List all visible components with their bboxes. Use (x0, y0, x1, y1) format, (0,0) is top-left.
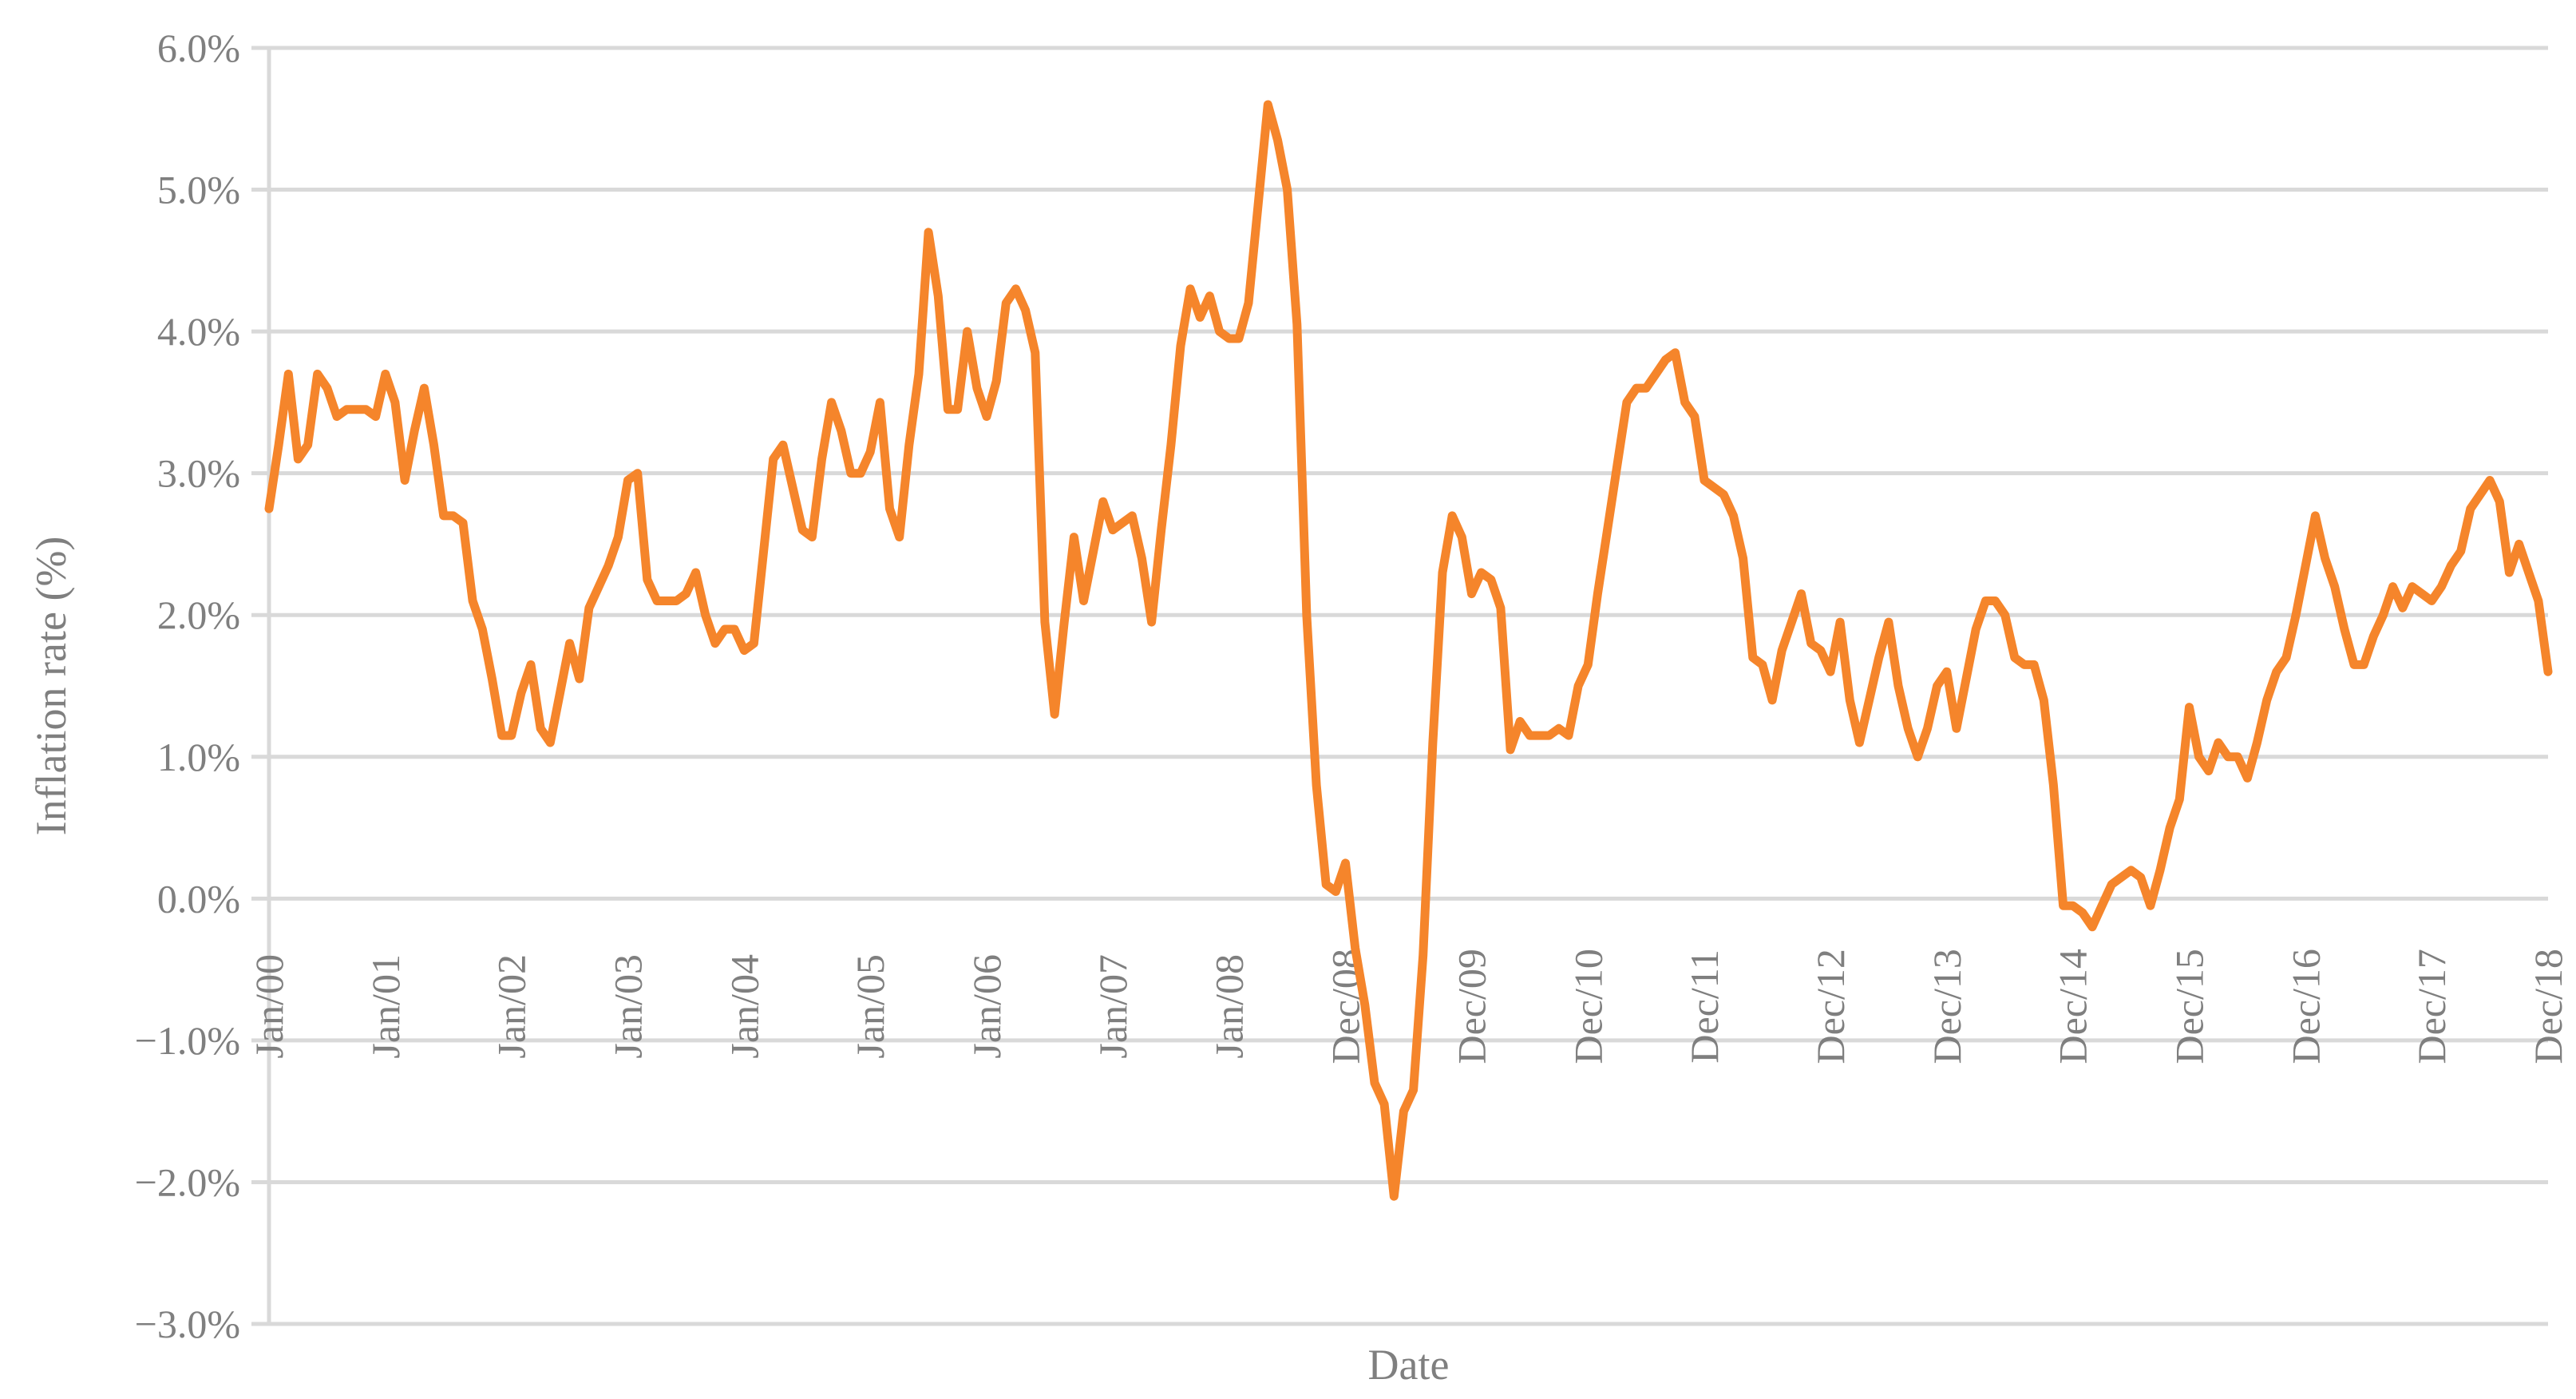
x-tick-label: Jan/00 (247, 954, 291, 1059)
x-axis-tick-labels: Jan/00 Jan/01 Jan/02 Jan/03 Jan/04 Jan/05 Jan/… (247, 949, 2570, 1064)
x-tick-label: Dec/16 (2283, 949, 2328, 1064)
x-tick-label: Dec/17 (2409, 949, 2454, 1064)
x-tick-label: Dec/09 (1449, 949, 1494, 1064)
x-tick-label: Dec/13 (1925, 949, 1969, 1064)
y-tick-label: 6.0% (157, 26, 240, 70)
axes (251, 46, 271, 1326)
x-tick-label: Jan/03 (606, 954, 651, 1059)
x-tick-label: Jan/07 (1090, 954, 1135, 1059)
x-tick-label: Jan/06 (964, 954, 1009, 1059)
x-tick-label: Dec/12 (1808, 949, 1853, 1064)
x-tick-label: Dec/15 (2166, 949, 2211, 1064)
y-tick-label: 3.0% (157, 451, 240, 496)
x-tick-label: Jan/04 (722, 954, 766, 1059)
y-tick-label: −1.0% (135, 1018, 240, 1063)
x-tick-label: Jan/02 (489, 954, 534, 1059)
x-tick-label: Dec/18 (2526, 949, 2570, 1064)
y-axis-tick-labels: −3.0% −2.0% −1.0% 0.0% 1.0% 2.0% 3.0% 4.0% 5.0% 6… (135, 26, 240, 1346)
y-tick-label: 5.0% (157, 168, 240, 212)
series (264, 100, 2553, 1201)
x-tick-label: Jan/08 (1207, 954, 1252, 1059)
y-tick-label: 0.0% (157, 876, 240, 921)
x-tick-label: Jan/01 (363, 954, 408, 1059)
x-tick-label: Dec/14 (2051, 949, 2095, 1064)
y-tick-label: 2.0% (157, 592, 240, 637)
x-tick-label: Jan/05 (848, 954, 892, 1059)
x-tick-label: Dec/10 (1565, 949, 1610, 1064)
x-tick-label: Dec/11 (1682, 949, 1727, 1064)
gridlines (269, 46, 2548, 1326)
y-tick-label: −2.0% (135, 1159, 240, 1204)
y-axis-title: Inflation rate (%) (27, 537, 75, 836)
y-tick-label: 1.0% (157, 735, 240, 779)
x-axis-title: Date (1368, 1341, 1450, 1389)
y-tick-label: −3.0% (135, 1302, 240, 1346)
series-line (264, 100, 2553, 1201)
y-tick-label: 4.0% (157, 309, 240, 354)
